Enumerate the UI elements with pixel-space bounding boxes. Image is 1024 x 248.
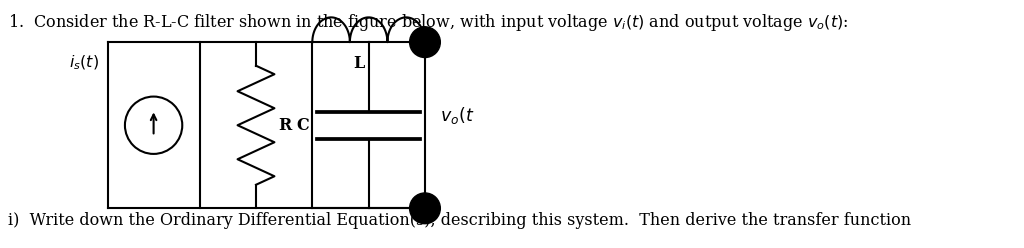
Ellipse shape: [410, 193, 440, 224]
Text: $\mathbf{\mathit{M(s) = V_o(s)/V_i(s)}}$ for this filter using any means you wis: $\mathbf{\mathit{M(s) = V_o(s)/V_i(s)}}$…: [46, 246, 511, 248]
Text: 1.  Consider the R-L-C filter shown in the figure below, with input voltage $\ma: 1. Consider the R-L-C filter shown in th…: [8, 12, 849, 33]
Text: C: C: [297, 117, 309, 134]
Text: L: L: [353, 55, 364, 72]
Text: $v_o(t$: $v_o(t$: [440, 105, 475, 126]
Text: R: R: [279, 117, 292, 134]
Ellipse shape: [410, 27, 440, 58]
Text: i)  Write down the Ordinary Differential Equation(s), describing this system.  T: i) Write down the Ordinary Differential …: [8, 212, 911, 229]
Text: $i_s(t)$: $i_s(t)$: [70, 54, 99, 72]
